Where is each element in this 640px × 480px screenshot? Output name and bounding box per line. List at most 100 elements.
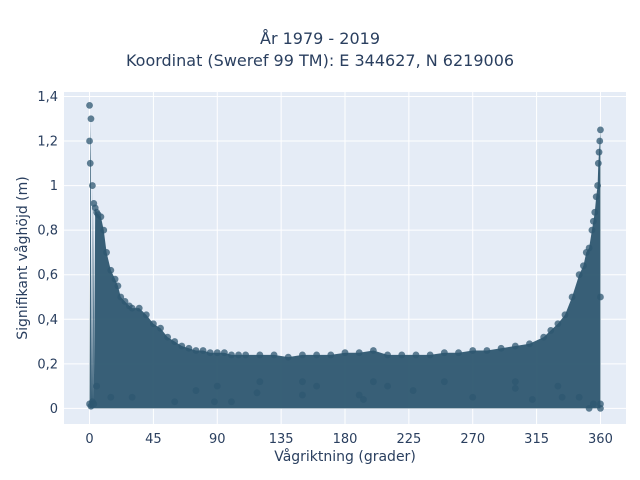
data-point [426, 351, 434, 359]
y-tick-label: 0,4 [37, 313, 58, 328]
data-point [360, 396, 367, 403]
data-point [213, 349, 221, 357]
data-point [483, 347, 491, 354]
data-point [355, 349, 363, 357]
data-point [554, 382, 562, 390]
data-point [256, 378, 264, 386]
data-point [568, 293, 576, 301]
y-axis-title: Signifikant våghöjd (m) [14, 176, 31, 339]
data-point [327, 351, 335, 359]
data-point [398, 351, 406, 359]
chart-title-line-1: År 1979 - 2019 [260, 29, 380, 48]
data-point [192, 387, 200, 394]
data-point [575, 393, 583, 401]
x-tick-label: 225 [396, 432, 421, 447]
data-point [313, 382, 321, 390]
data-point [554, 320, 562, 328]
data-point [228, 351, 235, 359]
data-point [592, 193, 600, 201]
data-point [299, 378, 306, 386]
data-point [192, 347, 200, 354]
x-axis-ticks: 0 45 90 135 180 225 270 315 360 [85, 432, 612, 447]
data-point [150, 320, 157, 328]
chart-title-line-2: Koordinat (Sweref 99 TM): E 344627, N 62… [125, 51, 515, 70]
data-points [86, 101, 604, 412]
data-point [594, 182, 602, 189]
data-point [540, 333, 548, 341]
data-point [511, 378, 519, 386]
y-tick-label: 1 [50, 179, 58, 194]
y-tick-label: 1,4 [37, 90, 58, 105]
data-point [497, 344, 505, 352]
data-point [90, 400, 98, 408]
data-point [585, 405, 593, 412]
data-point [313, 351, 321, 359]
data-point [440, 378, 448, 386]
data-point [455, 349, 462, 357]
data-point [135, 304, 143, 312]
y-axis-ticks: 0 0,2 0,4 0,6 0,8 1 1,2 1,4 [37, 90, 58, 417]
data-point [128, 393, 136, 401]
data-point [412, 351, 420, 359]
density-bands [89, 105, 601, 409]
data-point [213, 382, 221, 390]
data-point [597, 405, 604, 412]
data-point [86, 101, 93, 109]
data-point [585, 244, 593, 252]
y-tick-label: 0 [50, 402, 58, 417]
data-point [253, 389, 261, 397]
data-point [228, 398, 235, 406]
x-tick-label: 45 [145, 432, 162, 447]
data-point [211, 398, 218, 406]
data-point [355, 391, 363, 399]
x-tick-label: 180 [333, 432, 358, 447]
data-point [86, 137, 93, 145]
data-point [528, 396, 536, 403]
data-point [128, 304, 136, 312]
data-point [86, 159, 94, 167]
data-point [511, 384, 519, 392]
data-point [469, 393, 477, 401]
data-point [511, 342, 519, 350]
x-tick-label: 360 [588, 432, 613, 447]
y-tick-label: 1,2 [37, 135, 58, 150]
data-point [256, 351, 264, 359]
data-point [588, 226, 596, 234]
data-point [235, 351, 242, 359]
data-point [121, 298, 129, 305]
data-point [107, 393, 115, 401]
data-point [589, 217, 597, 225]
dense-point-cloud [89, 105, 601, 409]
y-tick-label: 0,6 [37, 268, 58, 283]
data-point [561, 311, 569, 319]
data-point [100, 226, 108, 234]
data-point [114, 282, 122, 290]
data-point [591, 208, 599, 216]
data-point [597, 293, 604, 301]
x-tick-label: 90 [209, 432, 226, 447]
data-point [97, 213, 105, 221]
data-point [199, 347, 207, 354]
y-tick-label: 0,2 [37, 357, 58, 372]
data-point [178, 342, 186, 350]
data-point [384, 382, 391, 390]
data-point [171, 338, 179, 345]
data-point [117, 293, 125, 301]
data-point [595, 148, 603, 156]
data-point [299, 351, 306, 359]
data-point [369, 347, 377, 354]
data-point [93, 382, 101, 390]
x-tick-label: 315 [524, 432, 549, 447]
data-point [284, 353, 292, 361]
data-point [369, 378, 377, 386]
data-point [185, 344, 193, 352]
data-point [575, 271, 583, 279]
data-point [171, 398, 179, 406]
data-point [270, 351, 278, 359]
data-point [558, 393, 566, 401]
data-point [103, 249, 110, 256]
data-point [142, 311, 150, 319]
data-point [547, 327, 555, 334]
x-tick-label: 135 [269, 432, 294, 447]
data-point [111, 275, 119, 283]
